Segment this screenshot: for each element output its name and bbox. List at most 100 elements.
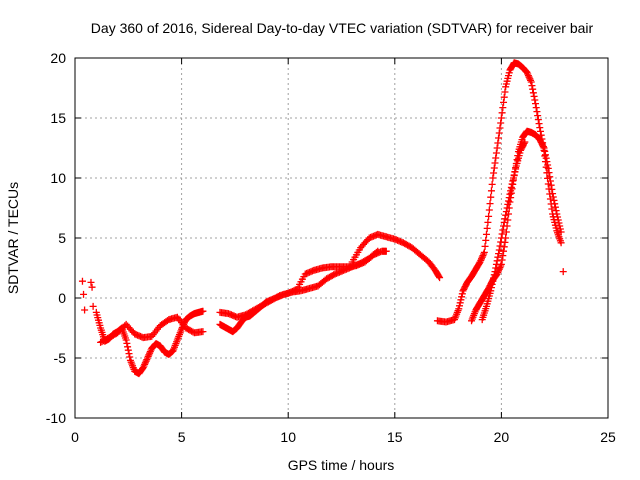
- data-point: [492, 149, 500, 157]
- data-point: [89, 302, 97, 310]
- data-point: [505, 197, 513, 205]
- data-point: [531, 96, 539, 104]
- data-point: [503, 204, 511, 212]
- x-tick-label: 15: [387, 429, 403, 445]
- data-point: [509, 177, 517, 185]
- data-point: [546, 177, 554, 185]
- data-point: [500, 222, 508, 230]
- data-point: [455, 302, 463, 310]
- data-point: [521, 138, 529, 146]
- data-point: [542, 154, 550, 162]
- data-point: [557, 228, 565, 236]
- data-point: [523, 68, 531, 76]
- data-point: [80, 290, 88, 298]
- data-point: [492, 154, 500, 162]
- data-point: [456, 299, 464, 307]
- y-tick-label: 0: [58, 290, 66, 306]
- data-point: [559, 268, 567, 276]
- data-point: [504, 200, 512, 208]
- data-point: [541, 147, 549, 155]
- data-point: [489, 174, 497, 182]
- data-point: [477, 256, 485, 264]
- data-point: [487, 187, 495, 195]
- data-point: [534, 116, 542, 124]
- data-point: [552, 207, 560, 215]
- data-point: [554, 216, 562, 224]
- data-point: [146, 349, 154, 357]
- data-point: [511, 168, 519, 176]
- data-point: [543, 158, 551, 166]
- data-point: [141, 359, 149, 367]
- data-point: [479, 252, 487, 260]
- data-point: [497, 119, 505, 127]
- data-point: [550, 196, 558, 204]
- data-point: [458, 290, 466, 298]
- data-point: [87, 278, 95, 286]
- data-point: [88, 283, 96, 291]
- data-point: [436, 274, 444, 282]
- data-point: [494, 253, 502, 261]
- x-axis-label: GPS time / hours: [288, 457, 395, 473]
- data-point: [122, 336, 130, 344]
- data-point: [512, 165, 520, 173]
- data-point: [146, 348, 154, 356]
- data-point: [498, 109, 506, 117]
- data-point: [500, 93, 508, 101]
- axis-ticks: 0 5 10 15 20 25 -10 -5 0 5 10 15 20: [46, 50, 616, 445]
- data-point: [495, 250, 503, 258]
- data-point: [529, 89, 537, 97]
- data-point: [502, 208, 510, 216]
- data-point: [495, 246, 503, 254]
- data-point: [536, 124, 544, 132]
- x-tick-label: 10: [280, 429, 296, 445]
- data-point: [78, 277, 86, 285]
- data-point: [124, 346, 132, 354]
- data-point: [476, 258, 484, 266]
- data-point: [478, 255, 486, 263]
- data-point: [144, 352, 152, 360]
- data-point: [496, 124, 504, 132]
- data-point: [455, 305, 463, 313]
- data-point: [553, 210, 561, 218]
- data-point: [478, 253, 486, 261]
- data-point: [481, 242, 489, 250]
- x-tick-label: 0: [71, 429, 79, 445]
- data-point: [530, 92, 538, 100]
- data-point: [507, 187, 515, 195]
- data-point: [495, 134, 503, 142]
- data-point: [487, 193, 495, 201]
- data-point: [497, 262, 505, 270]
- data-point: [499, 104, 507, 112]
- data-point: [548, 205, 556, 213]
- data-point: [139, 364, 147, 372]
- grid: [75, 58, 608, 418]
- data-point: [81, 306, 89, 314]
- y-tick-label: 5: [58, 230, 66, 246]
- data-point: [524, 72, 532, 80]
- data-point: [507, 183, 515, 191]
- data-point: [547, 181, 555, 189]
- data-point: [143, 354, 151, 362]
- data-point: [483, 224, 491, 232]
- y-tick-label: -10: [46, 410, 66, 426]
- data-marks: [78, 59, 567, 378]
- data-point: [520, 139, 528, 147]
- data-point: [532, 100, 540, 108]
- data-point: [145, 351, 153, 359]
- data-point: [540, 144, 548, 152]
- data-point: [435, 272, 443, 280]
- data-point: [492, 264, 500, 272]
- data-point: [502, 228, 510, 236]
- data-point: [495, 265, 503, 273]
- data-point: [140, 362, 148, 370]
- data-point: [508, 180, 516, 188]
- data-point: [551, 200, 559, 208]
- data-point: [527, 76, 535, 84]
- data-point: [457, 296, 465, 304]
- data-point: [488, 280, 496, 288]
- data-point: [555, 219, 563, 227]
- data-point: [499, 226, 507, 234]
- data-point: [126, 353, 134, 361]
- data-point: [497, 234, 505, 242]
